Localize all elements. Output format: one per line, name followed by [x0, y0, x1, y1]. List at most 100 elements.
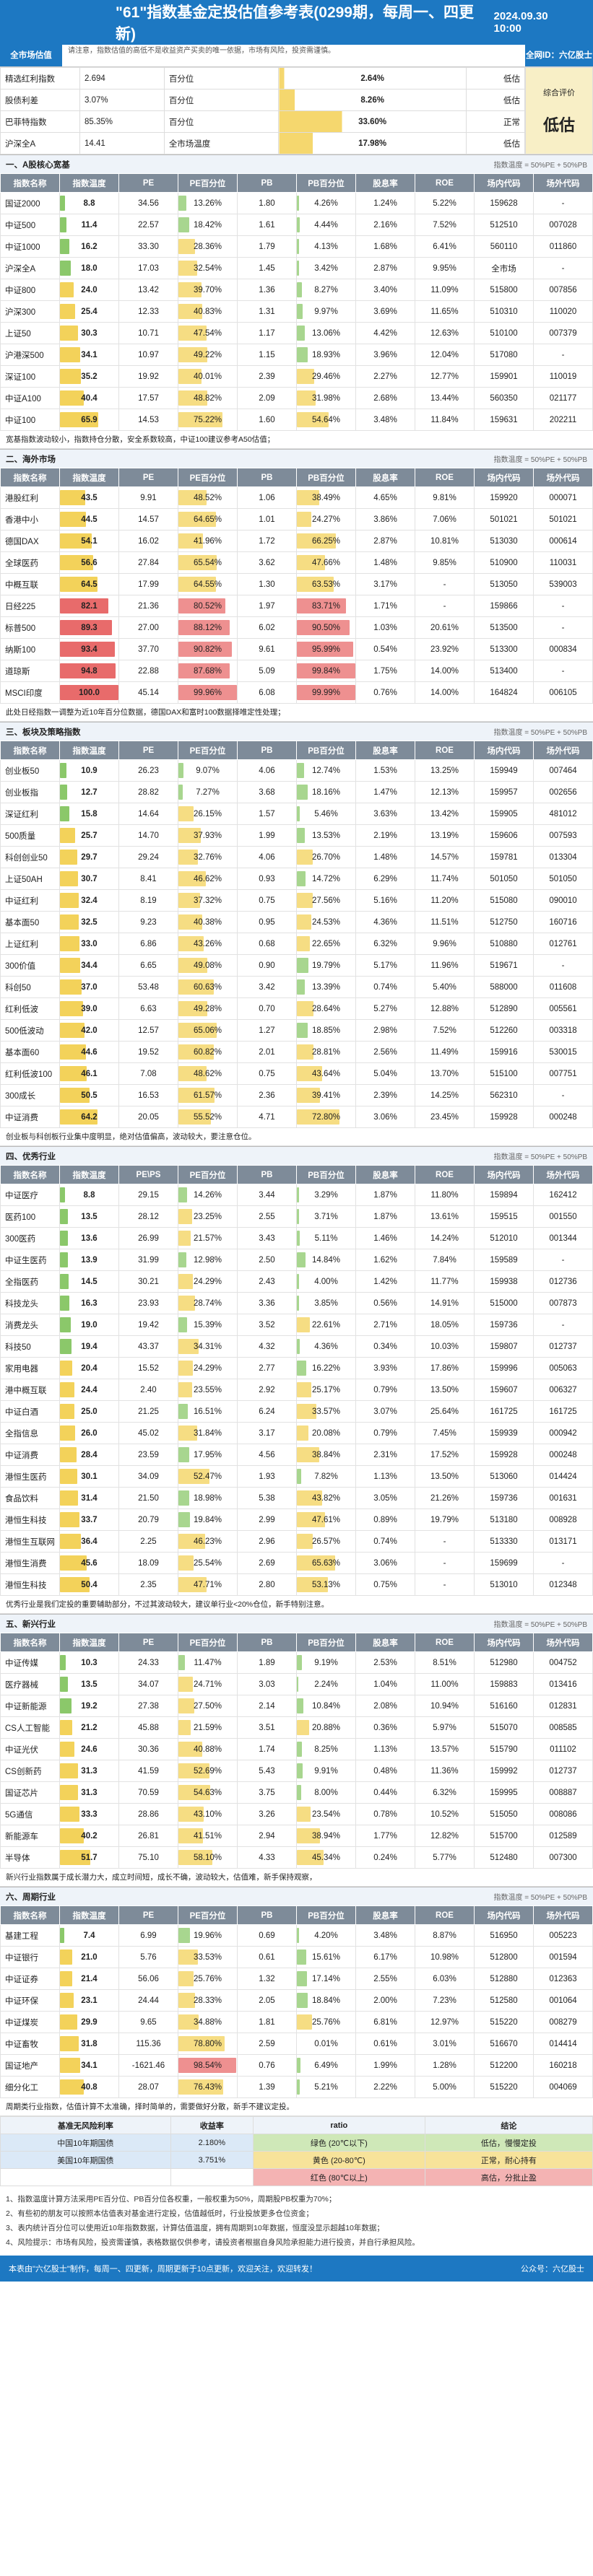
percentile-value: 26.70%	[311, 852, 340, 862]
table-row: 纳斯100 93.4 37.70 90.82% 9.61 95.99% 0.54% 23.92…	[0, 638, 593, 660]
pb-value: 0.61	[237, 1946, 297, 1968]
pe-value: 8.19	[118, 889, 178, 912]
otc-code: 007379	[533, 322, 593, 344]
exchange-code: 515000	[474, 1292, 534, 1314]
roe: 21.26%	[415, 1487, 475, 1509]
column-header: PE百分位	[178, 1905, 238, 1925]
index-temperature: 30.1	[59, 1465, 119, 1488]
pb-value: 9.61	[237, 638, 297, 660]
pe-percentile: 12.98%	[178, 1249, 238, 1271]
dividend-yield: 0.56%	[355, 1292, 415, 1314]
temperature-bar	[60, 1950, 72, 1965]
table-row: 中证白酒 25.0 21.25 16.51% 6.24 33.57% 3.07% 25.64%…	[0, 1400, 593, 1423]
pe-percentile: 25.54%	[178, 1552, 238, 1574]
temperature-value: 50.4	[81, 1580, 98, 1589]
rates-cell: 3.751%	[170, 2151, 254, 2169]
percentile-value: 3.85%	[314, 1298, 338, 1308]
pb-percentile: 19.79%	[296, 954, 356, 977]
pb-value: 2.94	[237, 1825, 297, 1847]
rates-header: 基准无风险利率 收益率 ratio 结论	[0, 2116, 593, 2134]
dividend-yield: 2.71%	[355, 1314, 415, 1336]
pb-percentile: 4.44%	[296, 214, 356, 236]
pb-value: 4.33	[237, 1846, 297, 1869]
otc-code: 008585	[533, 1716, 593, 1739]
pb-percentile: 3.71%	[296, 1205, 356, 1228]
percentile-value: 25.76%	[311, 2017, 340, 2027]
dividend-yield: 2.98%	[355, 1019, 415, 1042]
temperature-bar	[60, 1404, 75, 1419]
column-header: PE	[118, 1633, 178, 1652]
percentile-bar	[178, 555, 217, 570]
percentile-bar	[178, 196, 186, 211]
index-name: 中证煤炭	[0, 2011, 60, 2033]
pb-value: 2.77	[237, 1357, 297, 1379]
percentile-value: 13.53%	[311, 831, 340, 840]
temperature-value: 25.0	[81, 1407, 98, 1416]
temperature-value: 65.9	[81, 415, 98, 424]
percentile-value: 39.41%	[311, 1091, 340, 1100]
temperature-value: 100.0	[79, 688, 100, 697]
roe: 13.50%	[415, 1465, 475, 1488]
percentile-bar	[297, 533, 336, 549]
exchange-code: 164824	[474, 681, 534, 704]
temperature-bar	[60, 1209, 68, 1224]
table-row: 港中概互联 24.4 2.40 23.55% 2.92 25.17% 0.79% 13.50%…	[0, 1379, 593, 1401]
index-name: 全指医药	[0, 1270, 60, 1293]
temperature-value: 10.3	[81, 1658, 98, 1667]
index-temperature: 35.2	[59, 365, 119, 388]
table-row: 港恒生消费 45.6 18.09 25.54% 2.69 65.63% 3.06% -1596…	[0, 1552, 593, 1574]
otc-code: 006327	[533, 1379, 593, 1401]
pe-percentile: 65.06%	[178, 1019, 238, 1042]
pb-percentile: 17.14%	[296, 1968, 356, 1990]
percentile-bar	[178, 663, 230, 678]
pe-value: 19.92	[118, 365, 178, 388]
table-row: 科创50 37.0 53.48 60.63% 3.42 13.39% 0.74% 5.40% 5…	[0, 976, 593, 998]
otc-code: 021177	[533, 387, 593, 409]
pb-value: 1.61	[237, 214, 297, 236]
column-header: 场外代码	[533, 741, 593, 760]
market-row: 巴菲特指数 85.35% 百分位 33.60% 正常	[0, 110, 525, 133]
percentile-value: 0.01%	[314, 2039, 338, 2048]
temperature-value: 18.0	[81, 263, 98, 273]
pe-value: 21.50	[118, 1487, 178, 1509]
dividend-yield: 5.17%	[355, 954, 415, 977]
exchange-code: 159894	[474, 1184, 534, 1206]
pe-percentile: 80.52%	[178, 595, 238, 617]
percentile-bar	[297, 850, 313, 865]
roe: 5.00%	[415, 2076, 475, 2098]
otc-code: -	[533, 257, 593, 279]
roe: 10.52%	[415, 1803, 475, 1825]
pb-percentile: 99.84%	[296, 660, 356, 682]
percentile-value: 27.50%	[193, 1701, 222, 1711]
table-row: 500质量 25.7 14.70 37.93% 1.99 13.53% 2.19% 13.19…	[0, 824, 593, 847]
pe-percentile: 55.52%	[178, 1106, 238, 1128]
percentile-bar	[178, 1066, 207, 1081]
dividend-yield: 3.06%	[355, 1552, 415, 1574]
section-note: 此处日经指数一调整为近10年百分位数据，德国DAX和富时100数据择唯定性处理；	[0, 704, 593, 722]
temperature-value: 42.0	[81, 1026, 98, 1035]
percentile-bar	[178, 512, 217, 527]
percentile-value: 2.24%	[314, 1680, 338, 1689]
table-row: 港恒生科技 50.4 2.35 47.71% 2.80 53.13% 0.75% -51301…	[0, 1573, 593, 1596]
explanation-line: 3、表内统计百分位可以使用近10年指数数据，计算估值温度，拥有周期到10年数据，…	[6, 2224, 384, 2232]
table-row: 深证100 35.2 19.92 40.01% 2.39 29.46% 2.27% 12.77…	[0, 365, 593, 388]
temperature-value: 13.5	[81, 1680, 98, 1689]
pb-value: 3.44	[237, 1184, 297, 1206]
percentile-value: 66.25%	[311, 536, 340, 546]
dividend-yield: 2.16%	[355, 214, 415, 236]
exchange-code: 515220	[474, 2011, 534, 2033]
header-row: 指数名称 指数温度 PE PE百分位 PB PB百分位 股息率 ROE 场内代码 场外代码	[0, 741, 593, 760]
temperature-value: 31.4	[81, 1493, 98, 1503]
index-name: 科创50	[0, 976, 60, 998]
market-value: 14.41	[79, 132, 165, 154]
table-row: 上证50 30.3 10.71 47.54% 1.17 13.06% 4.42% 12.63%…	[0, 322, 593, 344]
percentile-bar	[178, 642, 232, 657]
pe-percentile: 27.50%	[178, 1695, 238, 1717]
pb-percentile: 4.36%	[296, 1335, 356, 1358]
percentile-value: 87.68%	[193, 666, 222, 676]
percentile-bar	[297, 1698, 303, 1713]
column-header: 指数名称	[0, 173, 60, 193]
temperature-bar	[60, 261, 71, 276]
temperature-bar	[60, 1274, 69, 1289]
percentile-bar	[297, 369, 314, 384]
